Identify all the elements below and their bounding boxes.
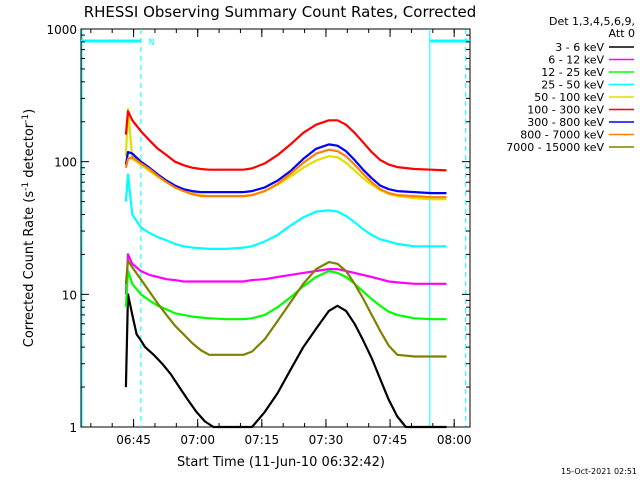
y-axis-label: Corrected Count Rate (s-1 detector-1): [21, 109, 37, 347]
flag-layer: N: [81, 29, 470, 427]
x-tick-label-4: 07:45: [373, 433, 408, 447]
y-axis-label-sup2: -1: [21, 114, 31, 123]
series-line-7: [124, 148, 447, 199]
legend-label-4: 50 - 100 keV: [534, 91, 604, 104]
chart-title: RHESSI Observing Summary Count Rates, Co…: [84, 3, 477, 21]
legend-header-1: Att 0: [609, 27, 635, 40]
y-tick-label-3: 1000: [46, 23, 77, 37]
axis-layer: 1 10 100 1000 06:45 07:00 07:15 07:30 07:45 08:00: [46, 23, 471, 447]
y-tick-label-0: 1: [69, 421, 77, 435]
x-tick-label-3: 07:30: [309, 433, 344, 447]
legend-label-6: 300 - 800 keV: [527, 116, 604, 129]
legend-label-1: 6 - 12 keV: [548, 54, 604, 67]
legend-label-5: 100 - 300 keV: [527, 104, 604, 117]
series-line-1: [124, 253, 447, 295]
series-line-2: [124, 269, 447, 321]
series-line-5: [124, 110, 447, 172]
y-axis-label-sup1: -1: [21, 182, 31, 191]
legend-label-7: 800 - 7000 keV: [520, 129, 604, 142]
legend-label-8: 7000 - 15000 keV: [506, 141, 604, 154]
flag-label: N: [149, 38, 154, 48]
x-tick-label-5: 08:00: [437, 433, 472, 447]
series-line-0: [124, 293, 447, 429]
plot-frame: [80, 28, 471, 428]
legend-label-2: 12 - 25 keV: [541, 66, 604, 79]
x-tick-label-1: 07:00: [180, 433, 215, 447]
series-layer: [124, 107, 447, 429]
y-axis-label-main: Corrected Count Rate (s: [22, 191, 37, 348]
series-line-8: [124, 259, 447, 358]
y-tick-label-2: 100: [54, 156, 77, 170]
x-tick-label-2: 07:15: [245, 433, 280, 447]
series-line-6: [124, 143, 447, 195]
legend-label-0: 3 - 6 keV: [555, 41, 604, 54]
legend-label-3: 25 - 50 keV: [541, 79, 604, 92]
y-tick-label-1: 10: [62, 288, 77, 302]
x-axis-label: Start Time (11-Jun-10 06:32:42): [177, 455, 385, 470]
legend-header-0: Det 1,3,4,5,6,9,: [549, 15, 635, 28]
x-tick-label-0: 06:45: [116, 433, 151, 447]
y-axis-label-mid: detector: [22, 122, 37, 182]
y-axis-label-end: ): [22, 109, 37, 114]
series-line-3: [124, 173, 447, 250]
footer-timestamp: 15-Oct-2021 02:51: [561, 467, 637, 476]
